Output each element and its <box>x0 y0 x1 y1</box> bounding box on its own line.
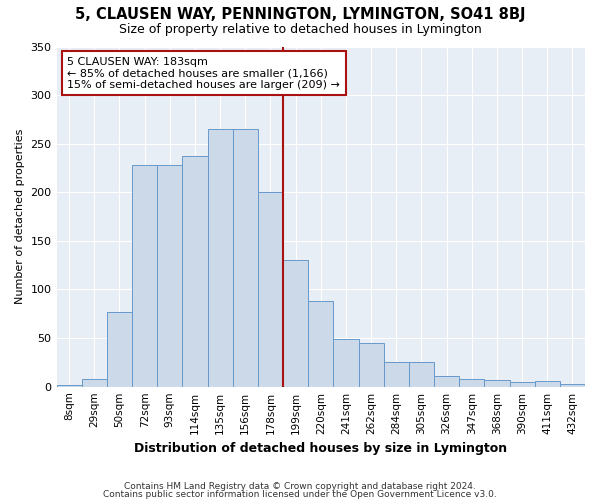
Bar <box>509 382 535 386</box>
Bar <box>308 301 334 386</box>
Bar <box>233 129 258 386</box>
Bar <box>208 129 233 386</box>
Bar <box>82 379 107 386</box>
Text: 5, CLAUSEN WAY, PENNINGTON, LYMINGTON, SO41 8BJ: 5, CLAUSEN WAY, PENNINGTON, LYMINGTON, S… <box>75 8 525 22</box>
Bar <box>383 362 409 386</box>
Bar <box>560 384 585 386</box>
Bar <box>334 339 359 386</box>
Bar <box>359 343 383 386</box>
Bar <box>107 312 132 386</box>
Bar <box>258 192 283 386</box>
Bar <box>535 381 560 386</box>
Bar <box>484 380 509 386</box>
Text: 5 CLAUSEN WAY: 183sqm
← 85% of detached houses are smaller (1,166)
15% of semi-d: 5 CLAUSEN WAY: 183sqm ← 85% of detached … <box>67 56 340 90</box>
Bar <box>56 384 82 386</box>
Bar <box>434 376 459 386</box>
Bar <box>182 156 208 386</box>
Bar <box>283 260 308 386</box>
Bar <box>459 379 484 386</box>
Bar <box>409 362 434 386</box>
Bar <box>157 165 182 386</box>
Text: Size of property relative to detached houses in Lymington: Size of property relative to detached ho… <box>119 22 481 36</box>
Text: Contains public sector information licensed under the Open Government Licence v3: Contains public sector information licen… <box>103 490 497 499</box>
Bar <box>132 165 157 386</box>
Text: Contains HM Land Registry data © Crown copyright and database right 2024.: Contains HM Land Registry data © Crown c… <box>124 482 476 491</box>
Y-axis label: Number of detached properties: Number of detached properties <box>15 129 25 304</box>
X-axis label: Distribution of detached houses by size in Lymington: Distribution of detached houses by size … <box>134 442 508 455</box>
